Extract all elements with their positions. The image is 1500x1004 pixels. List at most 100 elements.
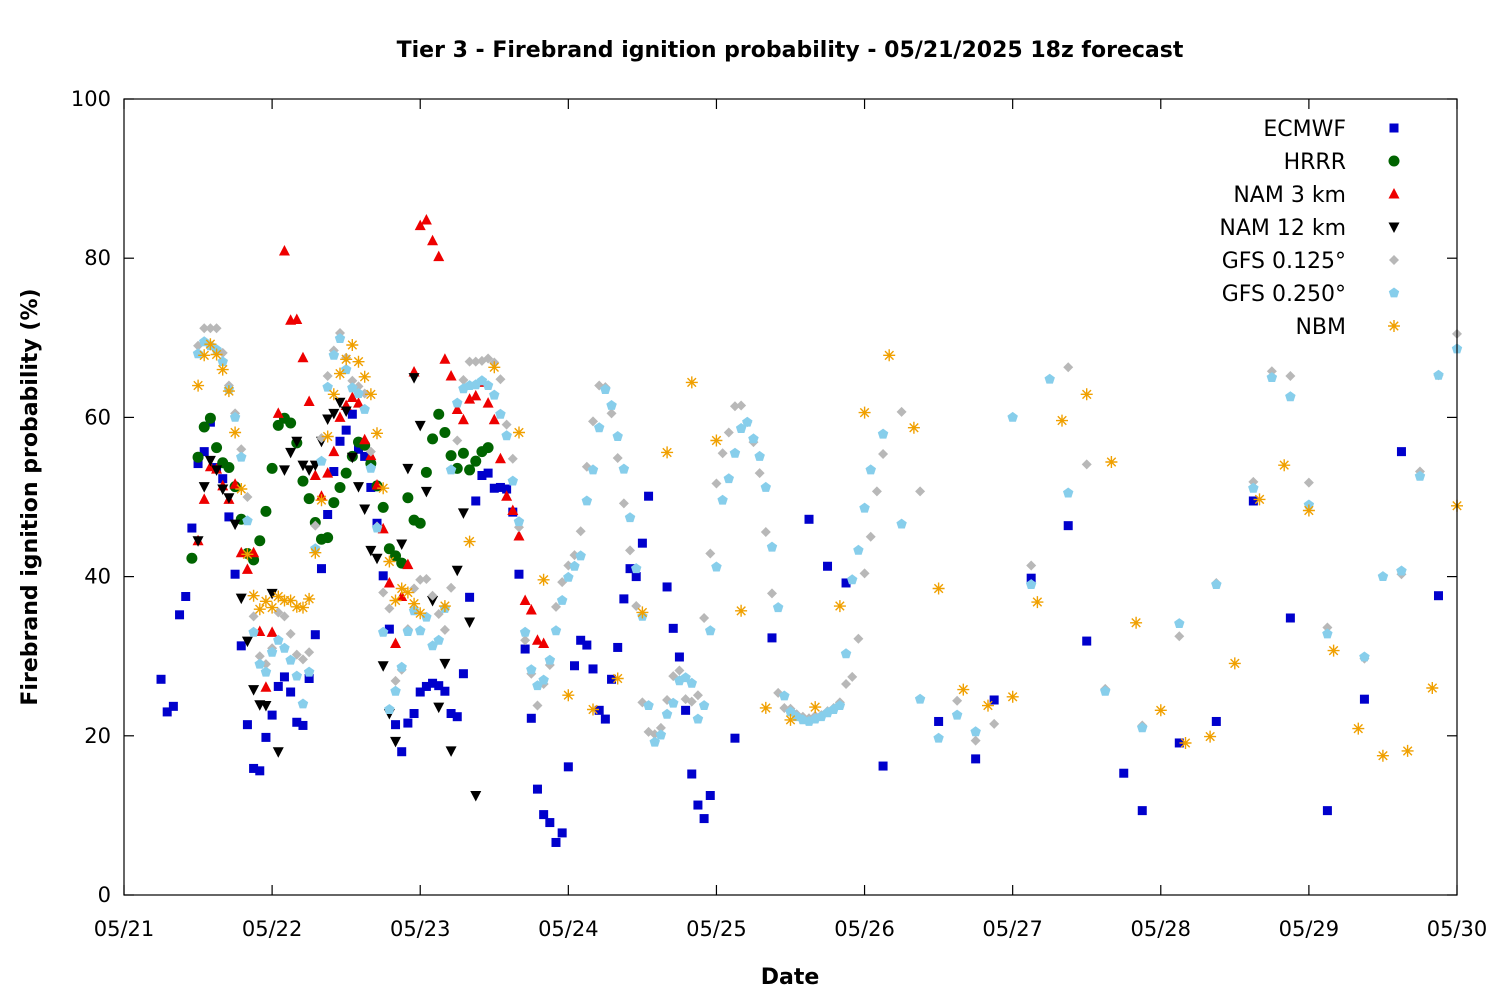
data-point — [230, 569, 240, 579]
data-point — [291, 649, 302, 660]
data-point — [272, 419, 284, 431]
data-point — [415, 687, 425, 697]
data-point — [297, 460, 309, 472]
data-point — [223, 462, 235, 474]
data-point — [340, 467, 352, 479]
data-point — [297, 654, 308, 665]
data-point — [1248, 482, 1259, 493]
data-point — [680, 672, 691, 683]
data-point — [502, 484, 512, 494]
data-point — [971, 754, 981, 764]
data-point — [538, 637, 550, 648]
data-point — [581, 495, 593, 506]
data-point — [501, 430, 512, 441]
data-point — [495, 408, 506, 419]
data-point — [754, 468, 765, 479]
data-point — [285, 628, 296, 639]
data-point — [470, 356, 481, 367]
data-point — [316, 455, 327, 466]
data-point — [211, 323, 222, 334]
data-point — [600, 384, 611, 394]
data-point — [1081, 459, 1092, 470]
data-point — [575, 526, 586, 537]
data-point — [192, 379, 205, 392]
legend: ECMWF HRRR NAM 3 km NAM 12 km GFS 0.125° GFS … — [1219, 117, 1400, 340]
data-point — [359, 504, 371, 515]
x-tick-label: 05/28 — [1131, 917, 1192, 941]
data-point — [1179, 737, 1192, 749]
data-point — [371, 479, 383, 490]
data-point — [266, 601, 279, 614]
data-point — [1137, 806, 1147, 816]
data-point — [494, 452, 506, 464]
data-point — [377, 661, 389, 672]
data-point — [582, 640, 592, 650]
data-point — [1063, 521, 1073, 531]
data-point — [334, 367, 346, 380]
data-point — [241, 563, 253, 574]
data-point — [310, 630, 320, 640]
x-tick-label: 05/24 — [538, 917, 599, 941]
data-point — [291, 670, 302, 681]
data-point — [401, 586, 414, 599]
y-tick-label: 60 — [84, 405, 111, 429]
data-point — [366, 482, 376, 492]
data-point — [606, 400, 617, 410]
data-point — [847, 574, 858, 585]
data-point — [482, 397, 494, 408]
data-point — [162, 707, 172, 717]
data-point — [303, 493, 315, 505]
data-point — [624, 512, 636, 523]
data-point — [390, 675, 401, 686]
data-point — [1414, 470, 1426, 481]
data-point — [383, 555, 396, 568]
data-point — [1285, 613, 1295, 623]
data-point — [470, 389, 482, 401]
data-point — [1377, 571, 1389, 581]
data-point — [957, 683, 970, 696]
data-point — [358, 370, 371, 383]
data-point — [328, 497, 340, 509]
series-gfs-0-250 — [192, 333, 1463, 747]
data-point — [896, 406, 907, 417]
data-point — [1352, 722, 1365, 735]
data-point — [347, 375, 358, 386]
data-point — [285, 417, 297, 429]
data-point — [396, 661, 407, 672]
data-point — [495, 374, 506, 385]
data-point — [433, 250, 445, 262]
data-point — [199, 323, 210, 334]
data-point — [254, 651, 265, 662]
data-point — [483, 353, 494, 364]
data-point — [883, 349, 896, 362]
data-point — [607, 674, 617, 684]
data-point — [662, 582, 672, 592]
data-point — [409, 583, 420, 594]
data-point — [414, 420, 426, 432]
data-point — [489, 389, 500, 400]
data-point — [415, 625, 426, 636]
data-point — [315, 494, 328, 507]
data-point — [729, 401, 740, 412]
data-point — [699, 612, 710, 623]
data-point — [304, 673, 314, 683]
data-point — [273, 634, 284, 645]
legend-marker — [1389, 255, 1399, 265]
data-point — [451, 565, 463, 577]
data-point — [501, 419, 512, 430]
data-point — [291, 436, 303, 448]
data-point — [661, 708, 673, 719]
data-point — [513, 530, 525, 541]
data-point — [1026, 573, 1036, 583]
data-point — [242, 720, 252, 730]
data-point — [242, 492, 253, 502]
data-point — [784, 713, 797, 726]
data-point — [606, 408, 617, 419]
data-point — [241, 636, 253, 648]
data-point — [291, 313, 303, 324]
data-point — [218, 474, 228, 484]
data-point — [204, 455, 216, 467]
data-point — [526, 664, 537, 675]
data-point — [618, 498, 629, 509]
data-point — [545, 818, 555, 828]
